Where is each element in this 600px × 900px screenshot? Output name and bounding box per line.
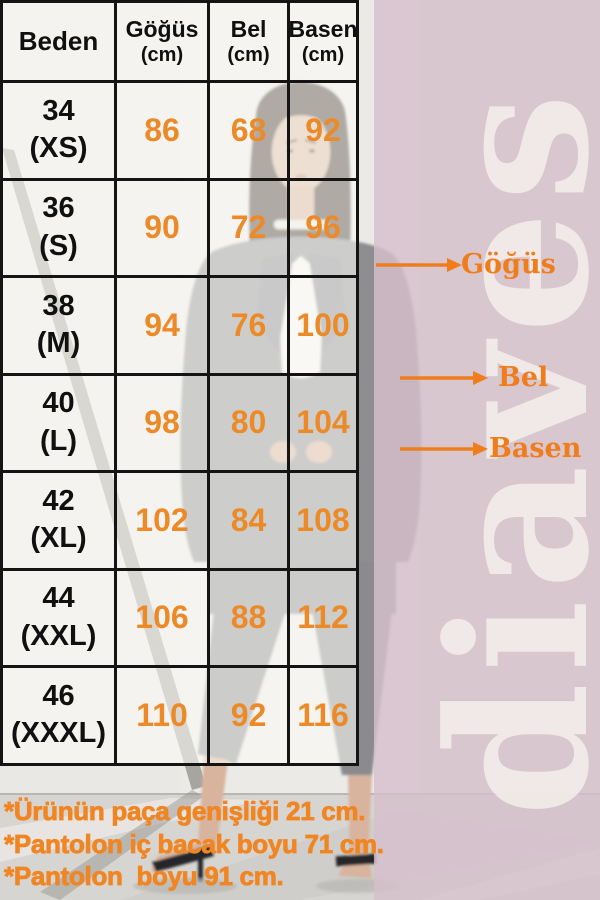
hip-value: 100 xyxy=(290,278,359,376)
size-cell: 38 (M) xyxy=(3,278,117,376)
chest-value: 106 xyxy=(117,570,210,668)
chest-value: 98 xyxy=(117,375,210,473)
hip-label: Basen xyxy=(489,433,582,464)
size-cell: 40 (L) xyxy=(3,375,117,473)
chest-value: 102 xyxy=(117,473,210,571)
chest-value: 90 xyxy=(117,180,210,278)
waist-value: 92 xyxy=(210,668,290,766)
size-table: Beden Göğüs (cm) Bel (cm) Basen (cm) 34 (XS)… xyxy=(0,0,359,766)
heel-left xyxy=(198,848,203,882)
size-cell: 42 (XL) xyxy=(3,473,117,571)
hip-value: 92 xyxy=(290,83,359,181)
size-cell: 36 (S) xyxy=(3,180,117,278)
hip-value: 96 xyxy=(290,180,359,278)
size-cell: 46 (XXXL) xyxy=(3,668,117,766)
header-bel: Bel (cm) xyxy=(210,3,290,83)
note-line-3: *Pantolon boyu 91 cm. xyxy=(4,861,285,892)
size-cell: 34 (XS) xyxy=(3,83,117,181)
waist-label: Bel xyxy=(498,362,549,393)
chest-value: 110 xyxy=(117,668,210,766)
chest-value: 94 xyxy=(117,278,210,376)
waist-value: 88 xyxy=(210,570,290,668)
hip-value: 108 xyxy=(290,473,359,571)
hip-arrow-icon xyxy=(400,442,488,456)
hip-value: 104 xyxy=(290,375,359,473)
waist-value: 80 xyxy=(210,375,290,473)
chest-value: 86 xyxy=(117,83,210,181)
note-line-2: *Pantolon iç bacak boyu 71 cm. xyxy=(4,828,385,859)
waist-value: 76 xyxy=(210,278,290,376)
note-line-1: *Ürünün paça genişliği 21 cm. xyxy=(4,796,366,827)
waist-value: 72 xyxy=(210,180,290,278)
waist-value: 84 xyxy=(210,473,290,571)
chest-label: Göğüs xyxy=(461,249,556,280)
hip-value: 112 xyxy=(290,570,359,668)
product-notes: *Ürünün paça genişliği 21 cm. *Pantolon … xyxy=(4,795,385,893)
header-beden: Beden xyxy=(3,3,117,83)
chest-arrow-icon xyxy=(376,258,462,272)
heel-right xyxy=(335,853,377,867)
hip-value: 116 xyxy=(290,668,359,766)
waist-value: 68 xyxy=(210,83,290,181)
header-basen: Basen (cm) xyxy=(288,3,359,83)
size-cell: 44 (XXL) xyxy=(3,570,117,668)
waist-arrow-icon xyxy=(400,371,488,385)
header-gogus: Göğüs (cm) xyxy=(117,3,210,83)
